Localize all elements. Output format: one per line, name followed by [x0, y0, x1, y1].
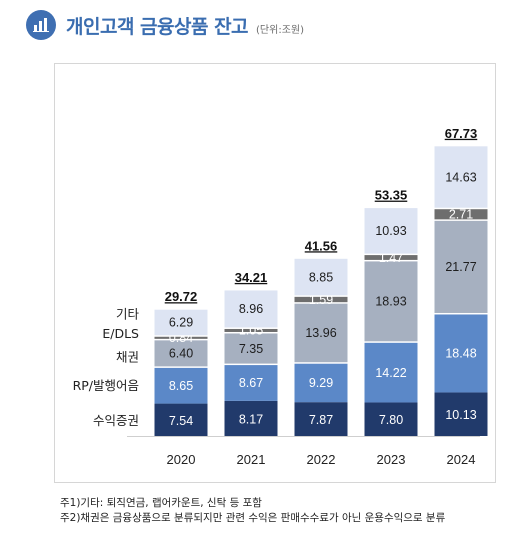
segment-value-label: 9.29 — [309, 376, 333, 390]
segment-value-label: 18.48 — [445, 347, 476, 361]
bar-segment — [154, 309, 208, 336]
bar-segment — [224, 365, 278, 401]
bar-segment — [154, 403, 208, 436]
header: 개인고객 금융상품 잔고 (단위:조원) — [26, 8, 304, 42]
bar-segment — [224, 290, 278, 328]
segment-value-label: 14.63 — [445, 170, 476, 184]
bar-segment — [224, 333, 278, 364]
bar-segment — [294, 296, 348, 303]
x-tick-label: 2024 — [447, 452, 476, 467]
segment-value-label: 14.22 — [375, 366, 406, 380]
segment-value-label: 1.47 — [379, 251, 403, 265]
series-label: RP/발행어음 — [73, 378, 139, 393]
x-tick-label: 2022 — [307, 452, 336, 467]
total-label: 67.73 — [445, 126, 478, 141]
footnote-1: 주1)기타: 퇴직연금, 랩어카운트, 신탁 등 포함 — [60, 497, 262, 509]
bar-segment — [154, 340, 208, 367]
footnote-2: 주2)채권은 금융상품으로 분류되지만 관련 수익은 판매수수료가 아닌 운용수… — [60, 512, 446, 524]
bar-segment — [434, 392, 488, 436]
x-tick-label: 2020 — [167, 452, 196, 467]
bar-segment — [294, 402, 348, 436]
x-tick-label: 2023 — [377, 452, 406, 467]
segment-value-label: 10.13 — [445, 408, 476, 422]
total-label: 41.56 — [305, 238, 338, 253]
bar-segment — [434, 220, 488, 313]
segment-value-label: 10.93 — [375, 224, 406, 238]
bar-segment — [294, 363, 348, 403]
stacked-bar-chart: 7.548.656.400.846.2929.7220208.178.677.3… — [73, 126, 488, 467]
segment-value-label: 7.35 — [239, 342, 263, 356]
segment-value-label: 6.40 — [169, 347, 193, 361]
segment-value-label: 13.96 — [305, 326, 336, 340]
bar-segment — [434, 209, 488, 220]
segment-value-label: 7.54 — [169, 414, 193, 428]
x-tick-label: 2021 — [237, 452, 266, 467]
bar-chart-icon — [26, 10, 56, 40]
segment-value-label: 6.29 — [169, 316, 193, 330]
page-title: 개인고객 금융상품 잔고 — [66, 15, 249, 38]
total-label: 53.35 — [375, 188, 408, 203]
segment-value-label: 8.65 — [169, 379, 193, 393]
bar-segment — [434, 146, 488, 208]
bar-segment — [364, 255, 418, 260]
footnotes: 주1)기타: 퇴직연금, 랩어카운트, 신탁 등 포함 주2)채권은 금융상품으… — [60, 496, 445, 526]
bar-segment — [224, 328, 278, 332]
series-label: 수익증권 — [93, 413, 139, 428]
segment-value-label: 8.17 — [239, 412, 263, 426]
total-label: 29.72 — [165, 289, 198, 304]
total-label: 34.21 — [235, 270, 268, 285]
segment-value-label: 21.77 — [445, 260, 476, 274]
segment-value-label: 8.96 — [239, 302, 263, 316]
chart-panel: 7.54 8.65 6.40 0.84 6.29 29.72 2020 8.17 8.67 7.3… — [54, 63, 496, 483]
segment-value-label: 18.93 — [375, 295, 406, 309]
bar-segment — [434, 314, 488, 393]
segment-value-label: 2.71 — [449, 208, 473, 222]
series-label: E/DLS — [102, 326, 139, 341]
series-label: 채권 — [116, 350, 139, 365]
segment-value-label: 1.59 — [309, 293, 333, 307]
bar-segment — [154, 367, 208, 404]
segment-value-label: 8.67 — [239, 376, 263, 390]
bar-segment — [364, 402, 418, 436]
bar-segment — [294, 303, 348, 363]
series-label: 기타 — [116, 307, 140, 322]
segment-value-label: 7.80 — [379, 413, 403, 427]
segment-value-label: 7.87 — [309, 413, 333, 427]
bar-segment — [364, 261, 418, 342]
bar-segment — [224, 400, 278, 436]
unit-label: (단위:조원) — [256, 24, 305, 36]
segment-value-label: 8.85 — [309, 270, 333, 284]
bar-segment — [154, 336, 208, 339]
bar-segment — [364, 208, 418, 254]
bar-segment — [364, 342, 418, 403]
bar-segment — [294, 258, 348, 296]
